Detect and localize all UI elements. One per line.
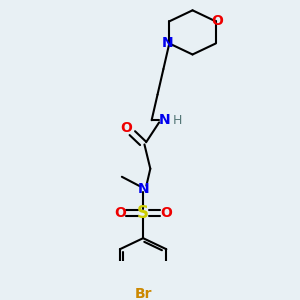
Text: Br: Br — [134, 287, 152, 300]
Text: N: N — [137, 182, 149, 196]
Text: S: S — [137, 204, 149, 222]
Text: O: O — [121, 121, 132, 135]
Text: N: N — [162, 36, 173, 50]
Text: O: O — [114, 206, 126, 220]
Text: H: H — [172, 114, 182, 127]
Text: O: O — [212, 14, 223, 28]
Text: N: N — [158, 113, 170, 127]
Text: O: O — [160, 206, 172, 220]
